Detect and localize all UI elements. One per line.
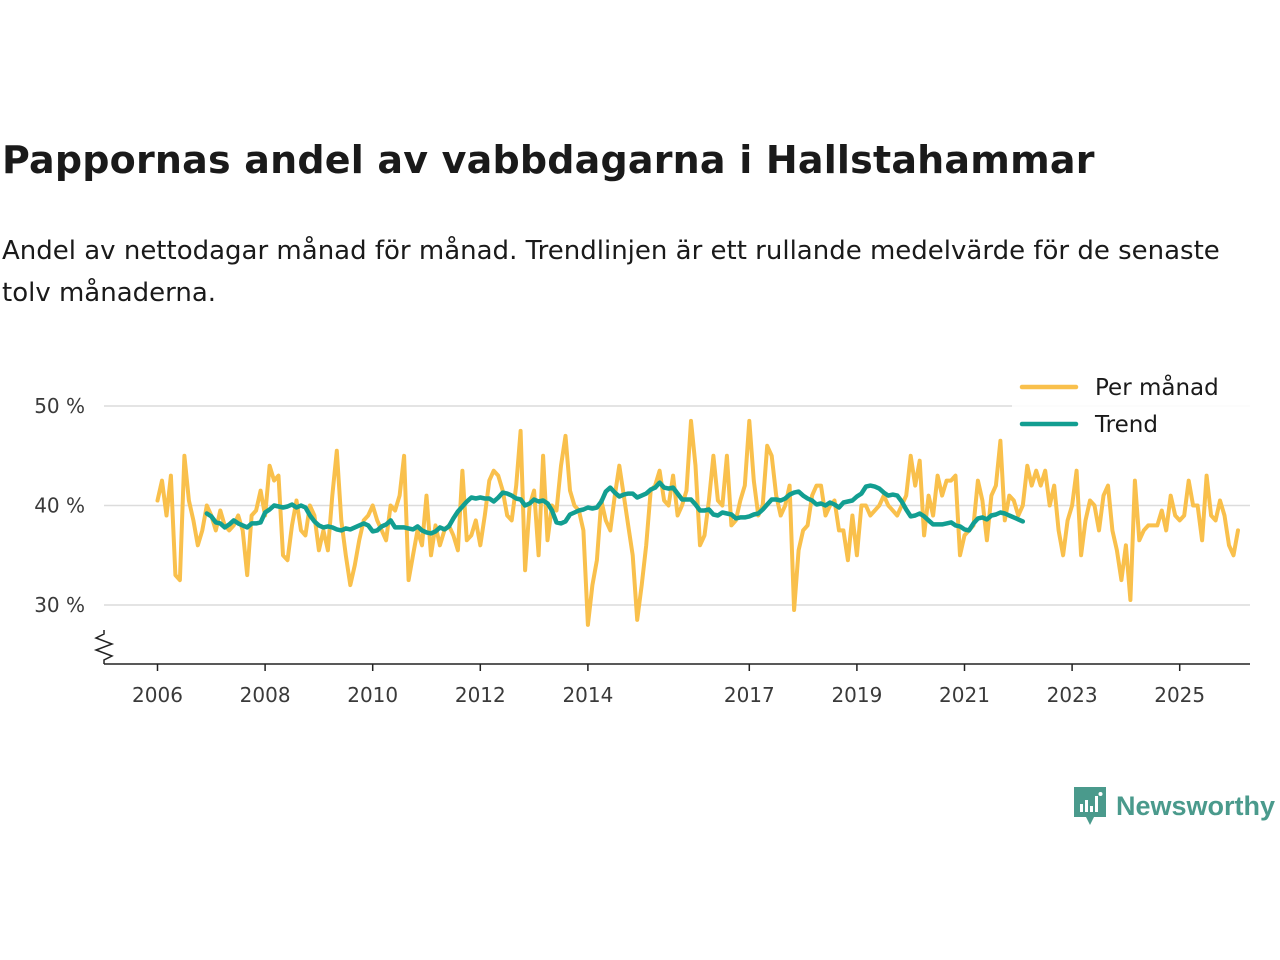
legend-label: Trend xyxy=(1094,412,1158,438)
x-tick-label: 2010 xyxy=(347,683,398,707)
x-tick-label: 2014 xyxy=(562,683,613,707)
legend-label: Per månad xyxy=(1095,373,1219,401)
x-tick-label: 2023 xyxy=(1047,683,1098,707)
brand-logo: Newsworthy xyxy=(1072,786,1275,826)
x-tick-label: 2012 xyxy=(455,683,506,707)
y-tick-label: 30 % xyxy=(34,593,85,617)
y-tick-label: 50 % xyxy=(34,394,85,418)
brand-name: Newsworthy xyxy=(1116,790,1276,821)
newsworthy-logo-icon xyxy=(1074,787,1106,825)
series-line-trend xyxy=(204,480,1026,536)
x-tick-label: 2025 xyxy=(1154,683,1205,707)
chart-subtitle: Andel av nettodagar månad för månad. Tre… xyxy=(2,236,1220,308)
x-tick-label: 2017 xyxy=(724,683,775,707)
chart-title: Pappornas andel av vabbdagarna i Hallsta… xyxy=(2,138,1095,182)
y-axis-break-icon xyxy=(93,630,115,664)
x-tick-label: 2006 xyxy=(132,683,183,707)
x-tick-label: 2019 xyxy=(831,683,882,707)
y-tick-label: 40 % xyxy=(34,494,85,518)
series-line-per-manad xyxy=(155,418,1240,627)
x-tick-label: 2008 xyxy=(240,683,291,707)
x-tick-label: 2021 xyxy=(939,683,990,707)
